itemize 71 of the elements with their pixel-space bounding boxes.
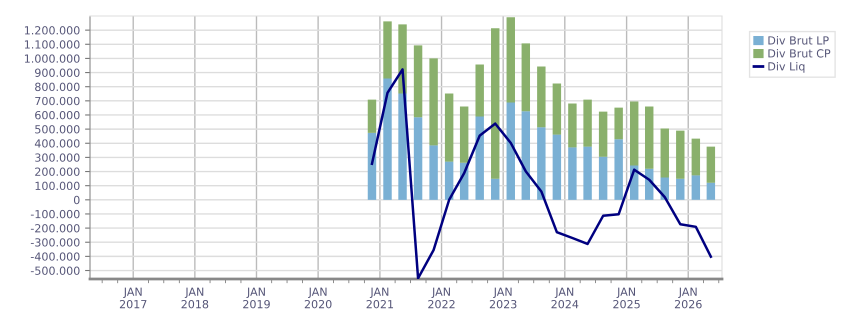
- bar: [444, 162, 454, 200]
- x-tick-label: JAN 2022: [428, 288, 455, 308]
- x-tick-label: JAN 2017: [120, 288, 146, 308]
- bar: [383, 21, 392, 78]
- y-tick-label: 100.000: [36, 182, 80, 190]
- legend-label: Div Liq: [768, 62, 804, 73]
- bar: [414, 45, 422, 118]
- bar: [614, 139, 623, 200]
- y-tick-label: 0: [74, 196, 80, 204]
- y-tick-label: -500.000: [30, 266, 80, 275]
- bar: [537, 66, 546, 128]
- bar: [583, 146, 592, 200]
- line-series: [370, 68, 712, 279]
- x-tick-label: JAN 2021: [366, 288, 394, 308]
- y-tick-label: -100.000: [30, 210, 80, 218]
- y-tick-label: 400.000: [34, 139, 80, 148]
- bar: [444, 93, 454, 162]
- bar: [692, 175, 700, 200]
- y-tick-label: 900.000: [35, 68, 80, 77]
- bar: [676, 130, 685, 179]
- bar: [598, 112, 608, 157]
- bar: [398, 93, 407, 200]
- x-tick-label: JAN 2024: [551, 288, 578, 308]
- x-tick-label: JAN 2025: [613, 288, 640, 308]
- bar: [429, 58, 438, 146]
- x-tick-label: JAN 2023: [490, 288, 516, 308]
- bar: [414, 117, 422, 200]
- bar: [368, 100, 376, 133]
- bar: [429, 145, 438, 200]
- bar: [460, 106, 468, 163]
- bar: [692, 138, 700, 176]
- bar: [475, 116, 484, 200]
- bar: [568, 147, 577, 200]
- bar: [552, 134, 562, 200]
- y-tick-label: 500.000: [35, 125, 80, 134]
- bar: [491, 178, 500, 200]
- bar: [522, 43, 530, 112]
- bar: [583, 100, 592, 147]
- y-tick-label: 1.000.000: [24, 54, 80, 63]
- bar: [706, 146, 716, 183]
- bar: [614, 108, 623, 140]
- bar: [568, 104, 577, 148]
- bar: [706, 182, 716, 200]
- y-tick-label: -200.000: [30, 224, 80, 232]
- y-tick-label: 600.000: [35, 110, 80, 120]
- x-tick-label: JAN 2018: [182, 288, 208, 308]
- bar: [676, 178, 685, 200]
- bar: [645, 106, 654, 169]
- bar: [491, 28, 500, 179]
- bar: [598, 156, 608, 200]
- x-tick-label: JAN 2026: [674, 288, 702, 308]
- bar: [522, 111, 530, 200]
- y-tick-label: 700.000: [35, 96, 80, 106]
- bar: [537, 127, 546, 200]
- legend-label: Div Brut CP: [768, 48, 830, 58]
- y-tick-label: 200.000: [35, 168, 80, 176]
- bar: [506, 102, 515, 200]
- bar: [475, 64, 484, 117]
- y-tick-label: -400.000: [30, 252, 80, 261]
- y-tick-label: 300.000: [35, 153, 80, 162]
- bar: [630, 102, 638, 166]
- x-tick-label: JAN 2020: [304, 288, 332, 308]
- y-tick-label: -300.000: [30, 238, 80, 247]
- y-tick-label: 1.200.000: [24, 26, 80, 35]
- legend-label: Div Brut LP: [768, 36, 829, 45]
- y-tick-label: 1.100.000: [24, 40, 80, 49]
- x-tick-label: JAN 2019: [243, 288, 270, 308]
- bar: [660, 128, 669, 178]
- bar: [552, 83, 562, 135]
- bar: [506, 17, 515, 103]
- y-tick-label: 800.000: [35, 82, 80, 92]
